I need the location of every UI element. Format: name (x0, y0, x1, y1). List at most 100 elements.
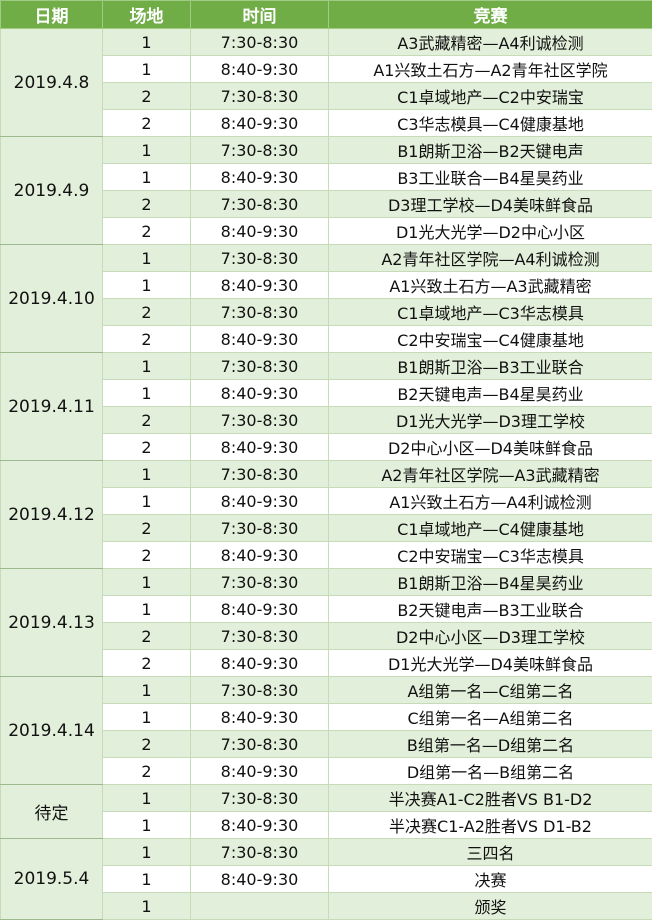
match-cell: A1兴致土石方—A3武藏精密 (329, 272, 652, 299)
time-cell: 8:40-9:30 (191, 650, 329, 677)
time-cell: 7:30-8:30 (191, 29, 329, 56)
time-cell: 7:30-8:30 (191, 623, 329, 650)
match-cell: B2天键电声—B4星昊药业 (329, 380, 652, 407)
match-cell: A1兴致土石方—A2青年社区学院 (329, 56, 652, 83)
venue-cell: 1 (103, 380, 191, 407)
time-cell: 8:40-9:30 (191, 488, 329, 515)
venue-cell: 1 (103, 488, 191, 515)
time-cell: 7:30-8:30 (191, 245, 329, 272)
venue-cell: 2 (103, 299, 191, 326)
venue-cell: 2 (103, 110, 191, 137)
time-cell: 8:40-9:30 (191, 164, 329, 191)
match-cell: D1光大光学—D2中心小区 (329, 218, 652, 245)
venue-cell: 1 (103, 812, 191, 839)
time-cell: 7:30-8:30 (191, 137, 329, 164)
venue-cell: 1 (103, 893, 191, 920)
match-cell: D1光大光学—D3理工学校 (329, 407, 652, 434)
venue-cell: 2 (103, 434, 191, 461)
venue-cell: 1 (103, 839, 191, 866)
time-cell: 8:40-9:30 (191, 704, 329, 731)
date-cell: 2019.4.12 (1, 461, 103, 569)
match-cell: C2中安瑞宝—C3华志模具 (329, 542, 652, 569)
match-cell: C1卓域地产—C2中安瑞宝 (329, 83, 652, 110)
header-row: 日期 场地 时间 竞赛 (1, 1, 652, 29)
time-cell: 7:30-8:30 (191, 839, 329, 866)
time-cell: 8:40-9:30 (191, 56, 329, 83)
match-cell: C1卓域地产—C3华志模具 (329, 299, 652, 326)
venue-cell: 1 (103, 353, 191, 380)
venue-cell: 1 (103, 704, 191, 731)
time-cell: 8:40-9:30 (191, 866, 329, 893)
match-cell: C1卓域地产—C4健康基地 (329, 515, 652, 542)
match-cell: D组第一名—B组第二名 (329, 758, 652, 785)
venue-cell: 2 (103, 407, 191, 434)
venue-cell: 2 (103, 83, 191, 110)
header-time: 时间 (191, 1, 329, 29)
venue-cell: 2 (103, 542, 191, 569)
venue-cell: 1 (103, 461, 191, 488)
date-cell: 2019.4.10 (1, 245, 103, 353)
match-cell: C2中安瑞宝—C4健康基地 (329, 326, 652, 353)
header-date: 日期 (1, 1, 103, 29)
venue-cell: 2 (103, 515, 191, 542)
venue-cell: 1 (103, 785, 191, 812)
match-cell: 半决赛A1-C2胜者VS B1-D2 (329, 785, 652, 812)
match-cell: 半决赛C1-A2胜者VS D1-B2 (329, 812, 652, 839)
venue-cell: 2 (103, 623, 191, 650)
time-cell: 8:40-9:30 (191, 326, 329, 353)
venue-cell: 2 (103, 218, 191, 245)
match-cell: A组第一名—C组第二名 (329, 677, 652, 704)
time-cell: 8:40-9:30 (191, 434, 329, 461)
venue-cell: 2 (103, 326, 191, 353)
time-cell: 8:40-9:30 (191, 380, 329, 407)
match-cell: B1朗斯卫浴—B2天键电声 (329, 137, 652, 164)
time-cell: 7:30-8:30 (191, 515, 329, 542)
time-cell: 7:30-8:30 (191, 353, 329, 380)
match-cell: B2天键电声—B3工业联合 (329, 596, 652, 623)
time-cell: 7:30-8:30 (191, 407, 329, 434)
match-cell: B1朗斯卫浴—B4星昊药业 (329, 569, 652, 596)
time-cell: 7:30-8:30 (191, 299, 329, 326)
venue-cell: 1 (103, 596, 191, 623)
date-cell: 2019.4.8 (1, 29, 103, 137)
match-cell: 颁奖 (329, 893, 652, 920)
venue-cell: 1 (103, 137, 191, 164)
date-cell: 2019.4.13 (1, 569, 103, 677)
match-cell: D1光大光学—D4美味鲜食品 (329, 650, 652, 677)
match-cell: D2中心小区—D3理工学校 (329, 623, 652, 650)
time-cell: 8:40-9:30 (191, 812, 329, 839)
match-cell: A2青年社区学院—A3武藏精密 (329, 461, 652, 488)
time-cell: 7:30-8:30 (191, 731, 329, 758)
time-cell (191, 893, 329, 920)
date-cell: 2019.4.14 (1, 677, 103, 785)
venue-cell: 2 (103, 650, 191, 677)
match-cell: C3华志模具—C4健康基地 (329, 110, 652, 137)
venue-cell: 2 (103, 191, 191, 218)
time-cell: 8:40-9:30 (191, 218, 329, 245)
date-cell: 待定 (1, 785, 103, 839)
time-cell: 7:30-8:30 (191, 83, 329, 110)
date-cell: 2019.4.9 (1, 137, 103, 245)
match-cell: B组第一名—D组第二名 (329, 731, 652, 758)
venue-cell: 1 (103, 29, 191, 56)
time-cell: 7:30-8:30 (191, 461, 329, 488)
match-cell: 决赛 (329, 866, 652, 893)
time-cell: 7:30-8:30 (191, 677, 329, 704)
venue-cell: 1 (103, 272, 191, 299)
time-cell: 7:30-8:30 (191, 785, 329, 812)
venue-cell: 2 (103, 731, 191, 758)
date-cell: 2019.4.11 (1, 353, 103, 461)
venue-cell: 1 (103, 56, 191, 83)
match-cell: D2中心小区—D4美味鲜食品 (329, 434, 652, 461)
match-cell: D3理工学校—D4美味鲜食品 (329, 191, 652, 218)
time-cell: 8:40-9:30 (191, 110, 329, 137)
header-venue: 场地 (103, 1, 191, 29)
venue-cell: 1 (103, 569, 191, 596)
